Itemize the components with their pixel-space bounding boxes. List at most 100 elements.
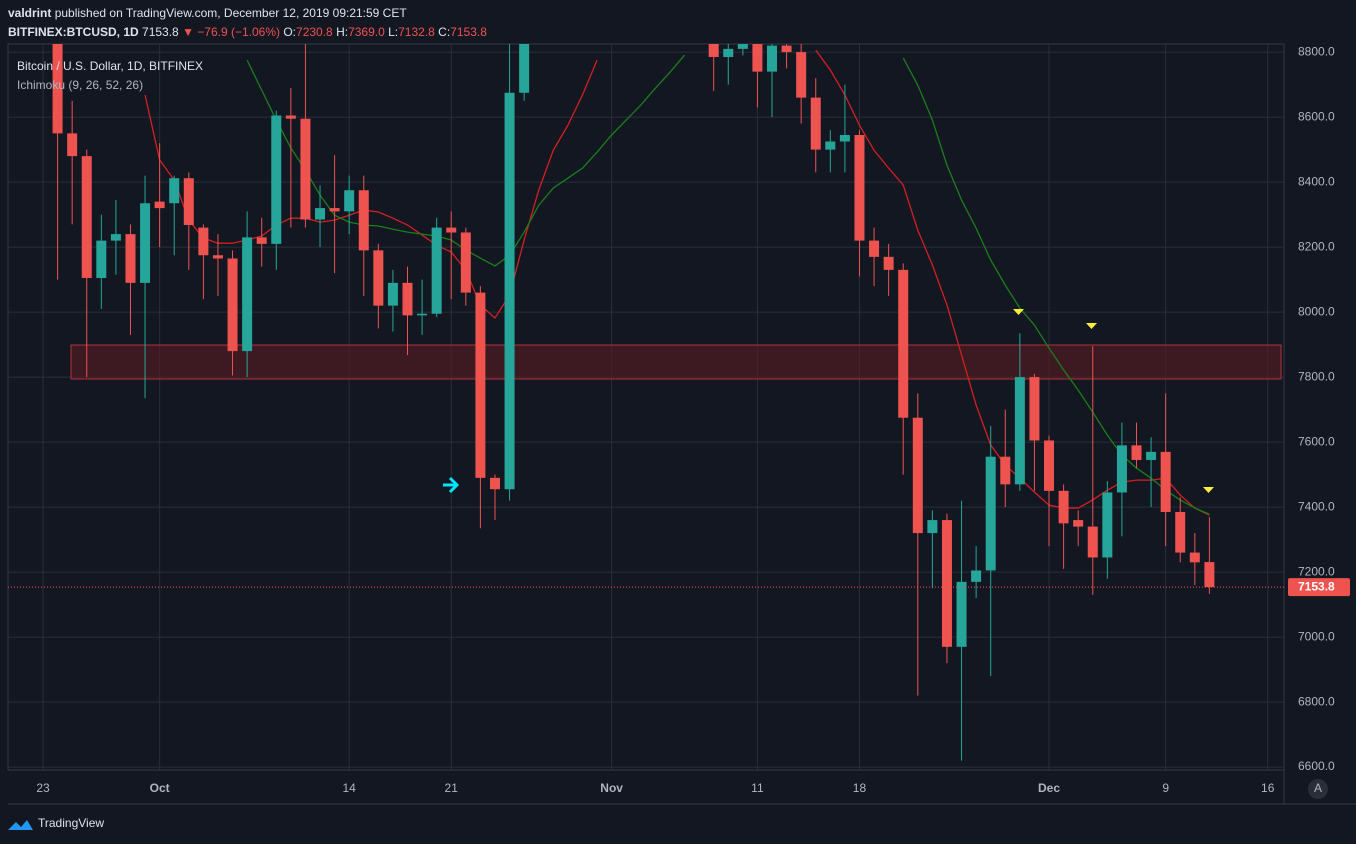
candle-body (810, 97, 821, 150)
candle-body (883, 256, 894, 270)
ohlc-value: 7230.8 (296, 25, 333, 39)
arrow-annotation (443, 476, 460, 494)
candle-body (344, 190, 355, 212)
candle-body (154, 201, 165, 209)
candle-body (67, 133, 78, 157)
candle-body (52, 44, 63, 134)
symbol-line: BITFINEX:BTCUSD, 1D 7153.8 ▼ −76.9 (−1.0… (8, 25, 487, 39)
x-tick-label: 18 (853, 781, 867, 795)
candle-body (1014, 377, 1025, 485)
y-tick-label: 7600.0 (1298, 434, 1335, 448)
y-tick-label: 7400.0 (1298, 499, 1335, 513)
candle-body (446, 227, 457, 233)
y-tick-label: 7800.0 (1298, 369, 1335, 383)
y-tick-label: 7200.0 (1298, 564, 1335, 578)
candle-body (971, 570, 982, 582)
candle-body (315, 208, 326, 220)
candle-body (417, 313, 428, 316)
candle-body (737, 44, 748, 49)
ohlc-value: 7153.8 (450, 25, 487, 39)
candle-body (475, 292, 486, 478)
x-tick-label: Oct (150, 781, 170, 795)
y-tick-label: 8600.0 (1298, 109, 1335, 123)
indicator-label: Ichimoku (9, 26, 52, 26) (17, 78, 143, 92)
auto-scale-button[interactable] (1308, 779, 1328, 799)
candle-body (941, 520, 952, 647)
x-tick-label: 14 (343, 781, 357, 795)
x-tick-label: Dec (1038, 781, 1060, 795)
candle-body (839, 134, 850, 142)
x-tick-label: 23 (36, 781, 50, 795)
candle-body (256, 237, 267, 244)
candle-body (1000, 456, 1011, 485)
candle-body (504, 92, 515, 490)
candle-body (708, 44, 719, 57)
candle-body (985, 456, 996, 571)
candle-body (781, 45, 792, 53)
candle-body (1116, 445, 1127, 493)
y-tick-label: 8000.0 (1298, 304, 1335, 318)
candle-body (373, 250, 384, 306)
triangle-annotation (1203, 487, 1214, 493)
candle-body (723, 48, 734, 57)
price: 7153.8 (142, 25, 179, 39)
candle-body (796, 52, 807, 98)
ohlc-key: L: (388, 25, 398, 39)
last-price-label: 7153.8 (1298, 579, 1335, 593)
candle-body (519, 44, 530, 93)
candle-body (1029, 377, 1040, 441)
x-tick-label: 11 (751, 781, 764, 795)
candle-body (183, 178, 194, 226)
candle-body (387, 282, 398, 306)
candle-body (1102, 492, 1113, 558)
y-tick-label: 6800.0 (1298, 694, 1335, 708)
last-price-box (1288, 578, 1350, 597)
ohlc-key: O: (283, 25, 296, 39)
candle-body (1175, 511, 1186, 553)
candle-body (358, 190, 369, 251)
y-tick-label: 8200.0 (1298, 239, 1335, 253)
y-tick-label: 7000.0 (1298, 629, 1335, 643)
candle-body (956, 581, 967, 647)
ohlc-key: C: (438, 25, 450, 39)
candle-body (96, 240, 107, 278)
header-line: valdrint published on TradingView.com, D… (8, 6, 407, 20)
candle-body (825, 141, 836, 150)
chart-title: Bitcoin / U.S. Dollar, 1D, BITFINEX (17, 59, 203, 73)
symbol: BITFINEX:BTCUSD, 1D (8, 25, 139, 39)
candle-body (1131, 445, 1142, 460)
triangle-annotation (1086, 323, 1097, 329)
author: valdrint (8, 6, 51, 20)
candle-body (869, 240, 880, 257)
x-tick-label: Nov (600, 781, 623, 795)
indicator-line (144, 49, 1210, 516)
candle-body (460, 232, 471, 293)
y-tick-label: 8400.0 (1298, 174, 1335, 188)
candle-body (1044, 440, 1055, 491)
candle-body (1058, 490, 1069, 524)
candle-body (1073, 520, 1084, 527)
candle-body (242, 237, 253, 352)
candle-body (271, 115, 282, 244)
candle-body (329, 208, 340, 212)
candle-body (110, 234, 121, 241)
candle-body (1204, 562, 1215, 588)
candle-body (227, 258, 238, 352)
brand-name: TradingView (38, 816, 104, 830)
candle-body (767, 45, 777, 72)
candle-body (1146, 451, 1157, 460)
y-tick-label: 8800.0 (1298, 44, 1335, 58)
published: published on TradingView.com, December 1… (55, 6, 408, 20)
triangle-annotation (1013, 309, 1024, 315)
candle-body (489, 477, 500, 490)
change: ▼ −76.9 (−1.06%) (182, 25, 280, 39)
auto-scale-label: A (1314, 781, 1322, 795)
resistance-zone (70, 344, 1282, 380)
candle-body (898, 269, 909, 418)
ohlc-value: 7132.8 (398, 25, 435, 39)
candle-body (431, 227, 442, 314)
candle-body (912, 417, 923, 534)
candle-body (300, 118, 311, 220)
candle-body (285, 115, 296, 119)
